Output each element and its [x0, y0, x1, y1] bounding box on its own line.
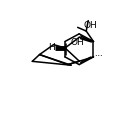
Text: ⋯: ⋯: [95, 51, 102, 60]
Text: OH: OH: [83, 21, 97, 30]
Text: H: H: [48, 43, 55, 53]
Text: OH: OH: [70, 38, 84, 47]
